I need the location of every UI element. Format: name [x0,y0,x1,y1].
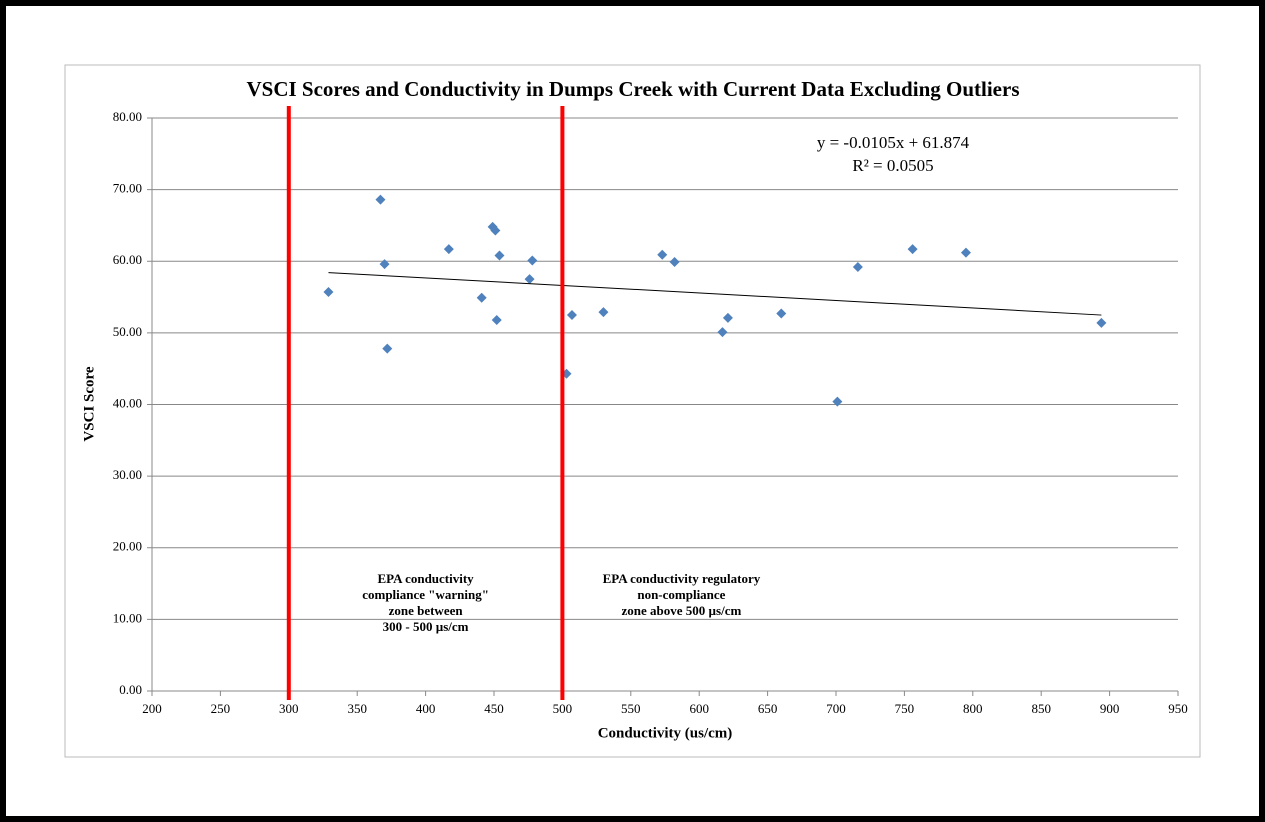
x-tick-label: 200 [142,701,162,716]
annotation: zone above 500 µs/cm [622,603,742,618]
trendline [328,272,1102,316]
data-point [476,292,487,303]
y-axis-label: VSCI Score [81,366,97,441]
annotation: EPA conductivity regulatory [603,571,761,586]
data-point [852,261,863,272]
data-point [491,314,502,325]
data-point [494,250,505,261]
annotation: compliance "warning" [362,587,489,602]
data-point [382,343,393,354]
x-tick-label: 800 [963,701,983,716]
annotation: zone between [389,603,464,618]
chart-title: VSCI Scores and Conductivity in Dumps Cr… [247,77,1020,101]
data-point [722,312,733,323]
data-point [527,255,538,266]
data-point [907,244,918,255]
data-point [598,307,609,318]
data-point [776,308,787,319]
data-point [524,274,535,285]
y-tick-label: 50.00 [113,324,142,339]
data-point [375,194,386,205]
trendline-equation: y = -0.0105x + 61.874 [817,133,970,152]
chart-area [64,64,1201,758]
data-point [1096,317,1107,328]
annotation: 300 - 500 µs/cm [383,619,469,634]
x-tick-label: 400 [416,701,436,716]
y-tick-label: 0.00 [119,682,142,697]
x-tick-label: 350 [347,701,367,716]
x-tick-label: 750 [895,701,915,716]
x-axis-label: Conductivity (us/cm) [598,725,733,741]
y-tick-label: 10.00 [113,610,142,625]
x-tick-label: 300 [279,701,299,716]
data-point [490,225,501,236]
data-point [323,287,334,298]
x-tick-label: 900 [1100,701,1120,716]
y-tick-label: 70.00 [113,181,142,196]
x-tick-label: 500 [553,701,573,716]
data-point [960,247,971,258]
x-tick-label: 550 [621,701,641,716]
x-tick-label: 850 [1031,701,1051,716]
y-tick-label: 20.00 [113,539,142,554]
x-tick-label: 450 [484,701,504,716]
x-tick-label: 650 [758,701,778,716]
y-tick-label: 30.00 [113,467,142,482]
y-tick-label: 60.00 [113,252,142,267]
y-tick-label: 40.00 [113,395,142,410]
data-point [379,259,390,270]
x-tick-label: 700 [826,701,846,716]
trendline-r2: R² = 0.0505 [852,156,933,175]
annotation: EPA conductivity [378,571,475,586]
x-tick-label: 250 [211,701,231,716]
data-point [566,309,577,320]
data-point [832,396,843,407]
data-point [657,249,668,260]
y-tick-label: 80.00 [113,109,142,124]
x-tick-label: 950 [1168,701,1188,716]
data-point [443,244,454,255]
data-point [669,256,680,267]
x-tick-label: 600 [689,701,709,716]
data-point [717,327,728,338]
annotation: non-compliance [637,587,725,602]
